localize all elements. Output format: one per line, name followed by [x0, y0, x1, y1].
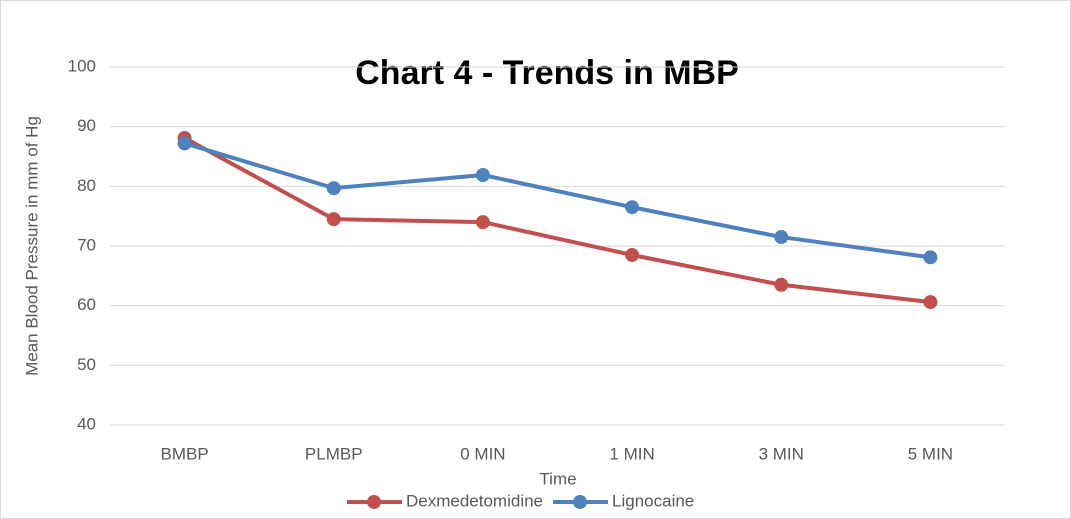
- y-axis-label: Mean Blood Pressure in mm of Hg: [22, 116, 41, 376]
- x-tick-label: 5 MIN: [908, 444, 953, 463]
- data-point: [774, 230, 789, 245]
- data-point: [177, 136, 192, 151]
- data-point: [923, 295, 938, 310]
- data-point: [923, 250, 938, 265]
- y-tick-label: 60: [77, 295, 96, 314]
- y-tick-label: 40: [77, 414, 96, 433]
- y-tick-label: 90: [77, 116, 96, 135]
- data-point: [625, 200, 640, 215]
- legend-marker: [573, 495, 588, 509]
- x-tick-label: PLMBP: [305, 444, 363, 463]
- series-line: [183, 136, 931, 305]
- x-tick-label: BMBP: [160, 444, 208, 463]
- y-tick-label: 80: [77, 176, 96, 195]
- data-point: [475, 167, 490, 182]
- legend-label: Lignocaine: [612, 491, 694, 510]
- data-point: [475, 215, 490, 230]
- x-tick-label: 1 MIN: [609, 444, 654, 463]
- legend-marker: [367, 495, 381, 509]
- y-tick-label: 70: [77, 235, 96, 254]
- data-point: [625, 247, 640, 262]
- data-point: [326, 181, 341, 196]
- data-point: [326, 212, 341, 227]
- chart-title: Chart 4 - Trends in MBP: [355, 54, 739, 92]
- x-axis-label: Time: [539, 469, 576, 488]
- x-tick-label: 3 MIN: [759, 444, 804, 463]
- x-tick-label: 0 MIN: [460, 444, 505, 463]
- data-point: [774, 277, 789, 292]
- legend-label: Dexmedetomidine: [406, 491, 543, 510]
- y-tick-label: 50: [77, 355, 96, 374]
- y-tick-label: 100: [68, 56, 96, 75]
- series-line: [184, 141, 931, 260]
